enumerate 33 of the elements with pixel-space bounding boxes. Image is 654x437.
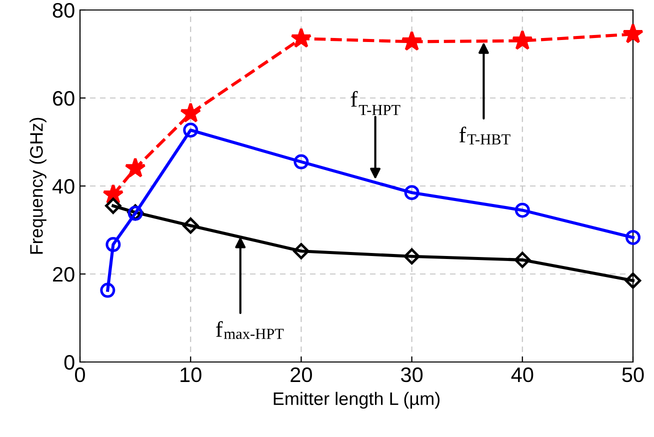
point bbox=[182, 217, 199, 234]
x-tick-label: 0 bbox=[75, 367, 85, 382]
point bbox=[290, 28, 312, 48]
y-tick-label: 80 bbox=[52, 3, 74, 18]
point bbox=[105, 198, 122, 214]
point bbox=[512, 30, 533, 50]
point bbox=[626, 230, 640, 245]
point bbox=[404, 185, 420, 200]
x-tick-label: 20 bbox=[290, 367, 312, 382]
point bbox=[293, 242, 310, 260]
x-tick-label: 10 bbox=[180, 367, 202, 382]
point bbox=[180, 102, 202, 123]
point bbox=[514, 252, 531, 268]
x-axis-title: Emitter length L (µm) bbox=[274, 392, 440, 409]
y-tick-label: 20 bbox=[53, 267, 74, 282]
y-tick-label: 40 bbox=[52, 179, 74, 194]
y-tick-label: 60 bbox=[53, 91, 74, 106]
x-tick-label: 30 bbox=[401, 367, 423, 382]
point bbox=[183, 122, 198, 138]
x-tick-label: 50 bbox=[622, 367, 644, 382]
y-tick-label: 0 bbox=[64, 355, 74, 370]
point bbox=[294, 154, 309, 170]
point bbox=[622, 23, 644, 44]
point bbox=[401, 30, 422, 51]
point bbox=[404, 248, 420, 265]
x-tick-label: 40 bbox=[511, 367, 534, 382]
point bbox=[624, 272, 642, 289]
point bbox=[100, 282, 116, 298]
annotation: fT-HPT bbox=[350, 90, 400, 116]
point bbox=[124, 157, 146, 178]
y-axis-title: Frequency (GHz) bbox=[30, 118, 46, 254]
point bbox=[514, 202, 530, 218]
point bbox=[106, 237, 121, 252]
